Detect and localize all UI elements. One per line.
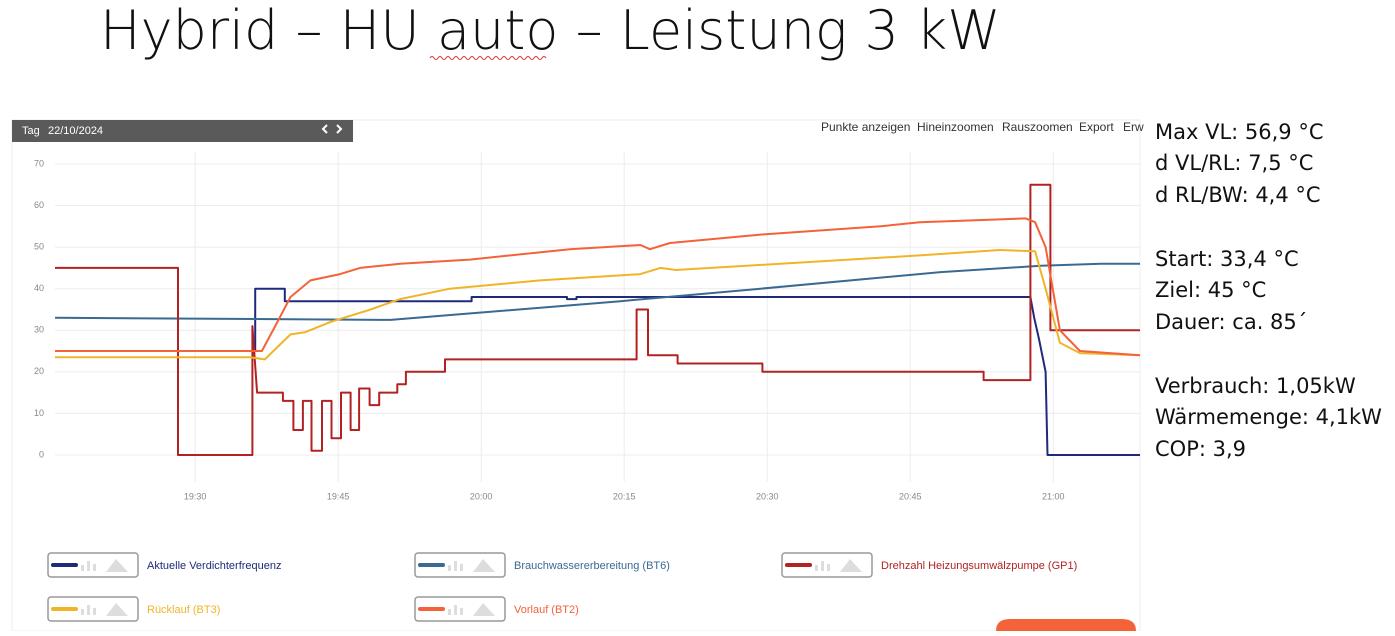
y-tick-label: 40 xyxy=(34,283,44,293)
support-button[interactable] xyxy=(996,619,1136,631)
toolbar-button[interactable]: Hineinzoomen xyxy=(917,120,994,134)
series-line xyxy=(55,249,1141,361)
toolbar-button[interactable]: Export xyxy=(1079,120,1114,134)
legend: Aktuelle Verdichterfrequenz Brauchwassere… xyxy=(47,552,1077,622)
note: Verbrauch: 1,05kW xyxy=(1155,374,1356,398)
series-line xyxy=(54,262,1140,321)
x-tick-label: 20:30 xyxy=(756,491,779,501)
x-tick-label: 20:15 xyxy=(613,491,636,501)
y-tick-label: 10 xyxy=(34,408,44,418)
y-tick-label: 0 xyxy=(39,449,44,459)
toolbar: Punkte anzeigen Hineinzoomen Rauszoomen Exp… xyxy=(821,120,1144,134)
y-tick-label: 60 xyxy=(34,200,44,210)
slide-title: Hybrid – HU auto – Leistung 3 kW xyxy=(100,0,1001,62)
series-line xyxy=(55,183,1140,456)
note: COP: 3,9 xyxy=(1155,437,1246,461)
x-tick-label: 19:45 xyxy=(327,491,350,501)
notes: Max VL: 56,9 °C d VL/RL: 7,5 °C d RL/BW: 4… xyxy=(1155,120,1382,461)
legend-label: Brauchwassererbereitung (BT6) xyxy=(514,560,670,572)
date-bar xyxy=(12,120,353,142)
note: Max VL: 56,9 °C xyxy=(1155,120,1324,144)
x-tick-label: 19:30 xyxy=(184,491,207,501)
note: d RL/BW: 4,4 °C xyxy=(1155,183,1321,207)
note: d VL/RL: 7,5 °C xyxy=(1155,151,1313,175)
y-tick-label: 20 xyxy=(34,366,44,376)
note: Start: 33,4 °C xyxy=(1155,247,1299,271)
legend-icon xyxy=(81,559,128,572)
date-mode[interactable]: Tag xyxy=(22,125,40,137)
y-tick-label: 30 xyxy=(34,325,44,335)
legend-icon xyxy=(448,559,495,572)
series-line xyxy=(55,287,1140,456)
chart-panel xyxy=(11,119,1141,632)
note: Wärmemenge: 4,1kW xyxy=(1155,405,1382,429)
y-tick-label: 70 xyxy=(34,158,44,168)
y-tick-label: 50 xyxy=(34,241,44,251)
series-line xyxy=(55,217,1141,357)
toolbar-button[interactable]: Erw xyxy=(1123,120,1144,134)
x-tick-label: 21:00 xyxy=(1042,491,1065,501)
legend-label: Aktuelle Verdichterfrequenz xyxy=(147,560,282,572)
date-nav[interactable] xyxy=(321,124,343,134)
plot: 0 10 20 30 40 50 60 70 19:30 19:45 20:00 20:15 20:30… xyxy=(34,151,1141,501)
toolbar-button[interactable]: Punkte anzeigen xyxy=(821,120,910,134)
spellcheck-underline xyxy=(429,56,547,60)
legend-label: Vorlauf (BT2) xyxy=(514,604,579,616)
note: Dauer: ca. 85´ xyxy=(1155,310,1307,334)
toolbar-button[interactable]: Rauszoomen xyxy=(1002,120,1073,134)
date[interactable]: 22/10/2024 xyxy=(48,125,103,137)
legend-label: Rücklauf (BT3) xyxy=(147,604,220,616)
legend-icon xyxy=(448,603,495,616)
legend-icon xyxy=(815,559,862,572)
x-tick-label: 20:00 xyxy=(470,491,493,501)
note: Ziel: 45 °C xyxy=(1155,278,1266,302)
legend-label: Drehzahl Heizungsumwälzpumpe (GP1) xyxy=(881,560,1077,572)
legend-icon xyxy=(81,603,128,616)
x-tick-label: 20:45 xyxy=(899,491,922,501)
